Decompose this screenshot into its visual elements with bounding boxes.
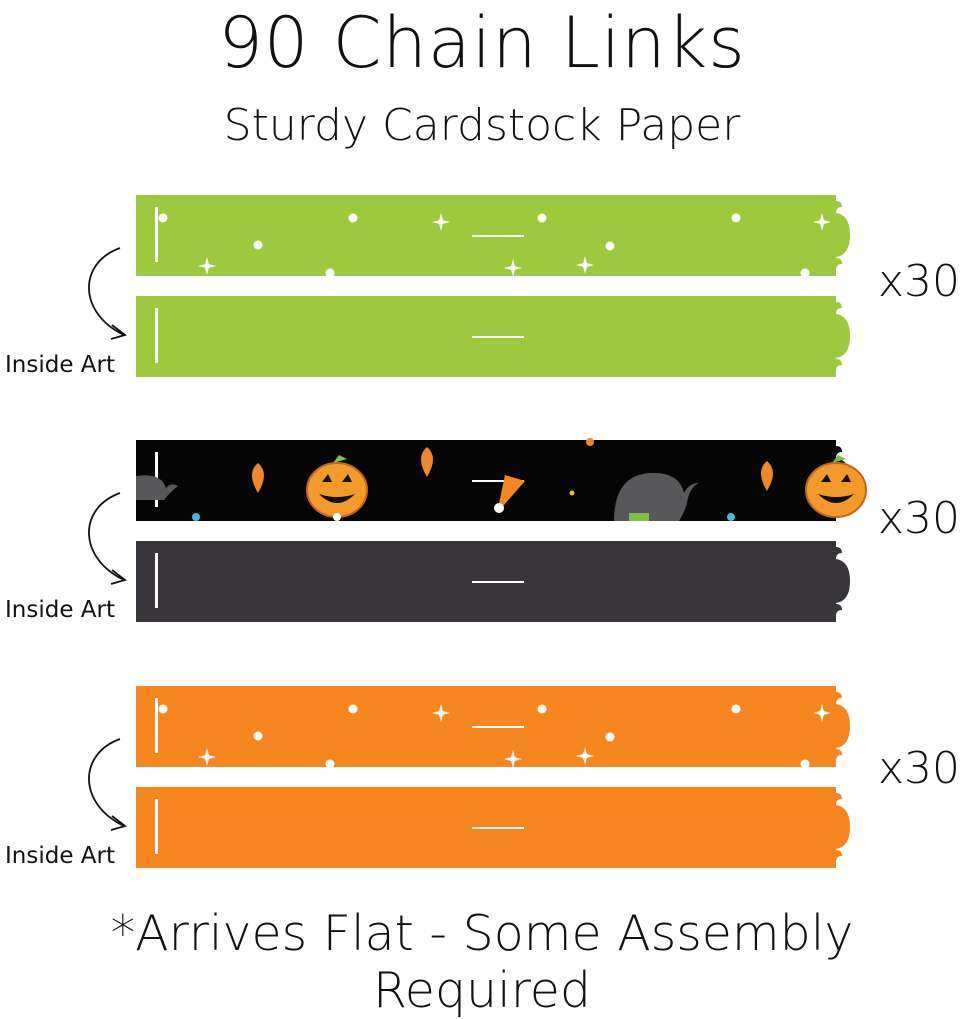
halloween-count: x30: [878, 493, 961, 544]
leaf-icon: [421, 447, 433, 477]
halloween-inside-label: Inside Art: [5, 597, 116, 623]
center-slit: [472, 827, 524, 829]
star-icon: [813, 704, 831, 722]
leaf-icon: [252, 463, 264, 493]
dot: [731, 213, 741, 223]
candy-corn-tip: [494, 503, 504, 513]
star-icon: [198, 748, 216, 766]
dot: [569, 490, 575, 496]
green-outside-strip: [136, 195, 850, 278]
center-slit: [472, 336, 524, 338]
star-icon: [586, 438, 594, 446]
star-icon: [576, 747, 594, 765]
candy-corn: [497, 475, 525, 513]
candy-corn-icon: [494, 475, 525, 513]
dot: [253, 240, 263, 250]
dot: [605, 732, 615, 742]
star-icon: [198, 257, 216, 275]
halloween-outside-strip: [136, 438, 867, 521]
subtitle: Sturdy Cardstock Paper: [223, 100, 741, 151]
pumpkin-face: [319, 474, 355, 503]
pumpkin-stem: [333, 455, 347, 463]
hat: [614, 472, 699, 521]
slit: [155, 799, 158, 854]
chain-link-strips: [88, 195, 867, 868]
pumpkin-stem: [832, 455, 846, 463]
arrow-head: [110, 324, 127, 340]
witch-hat-icon: [136, 475, 178, 500]
arrow-head: [110, 569, 127, 585]
pumpkin-body: [306, 462, 368, 518]
leaf-icon: [761, 461, 773, 491]
green-count: x30: [878, 256, 961, 307]
star-icon: [504, 259, 522, 277]
dot: [348, 704, 358, 714]
pumpkin-face: [818, 474, 854, 503]
dot: [800, 268, 810, 278]
green-inside-label: Inside Art: [5, 352, 116, 378]
dot: [158, 213, 168, 223]
arrow-curve: [88, 492, 125, 581]
title: 90 Chain Links: [218, 2, 746, 84]
star-icon: [504, 750, 522, 768]
dot: [158, 704, 168, 714]
halloween-inside-strip: [136, 541, 850, 622]
slit: [155, 308, 158, 363]
dot: [537, 704, 547, 714]
curved-arrow-icon: [88, 247, 127, 340]
dot: [537, 213, 547, 223]
star-icon: [432, 704, 450, 722]
slit: [155, 698, 158, 753]
orange-inside-strip: [136, 787, 850, 868]
center-slit: [472, 235, 524, 237]
curved-arrow-icon: [88, 738, 127, 831]
dot: [348, 213, 358, 223]
dot: [731, 704, 741, 714]
footer-note: *Arrives Flat - Some Assembly Required: [110, 905, 854, 1019]
witch-hat-icon: [614, 472, 699, 521]
pumpkin-body: [805, 462, 867, 518]
dot: [800, 759, 810, 769]
orange-count: x30: [878, 743, 961, 794]
arrow-curve: [88, 247, 125, 336]
star-icon: [333, 513, 341, 521]
star-icon: [813, 213, 831, 231]
slit: [155, 553, 158, 608]
center-slit: [472, 726, 524, 728]
center-slit: [472, 581, 524, 583]
slit: [155, 207, 158, 262]
arrow-curve: [88, 738, 125, 827]
arrow-head: [110, 815, 127, 831]
dot: [253, 731, 263, 741]
green-inside-strip: [136, 296, 850, 377]
dot: [605, 241, 615, 251]
orange-inside-label: Inside Art: [5, 843, 116, 869]
orange-outside-strip: [136, 686, 850, 769]
dot: [325, 268, 335, 278]
dot: [325, 759, 335, 769]
curved-arrow-icon: [88, 492, 127, 585]
star-icon: [727, 513, 735, 521]
star-icon: [192, 513, 200, 521]
pumpkin-icon: [805, 455, 867, 518]
center-slit: [472, 480, 524, 482]
star-icon: [432, 213, 450, 231]
hat-band: [629, 513, 649, 521]
star-icon: [576, 256, 594, 274]
